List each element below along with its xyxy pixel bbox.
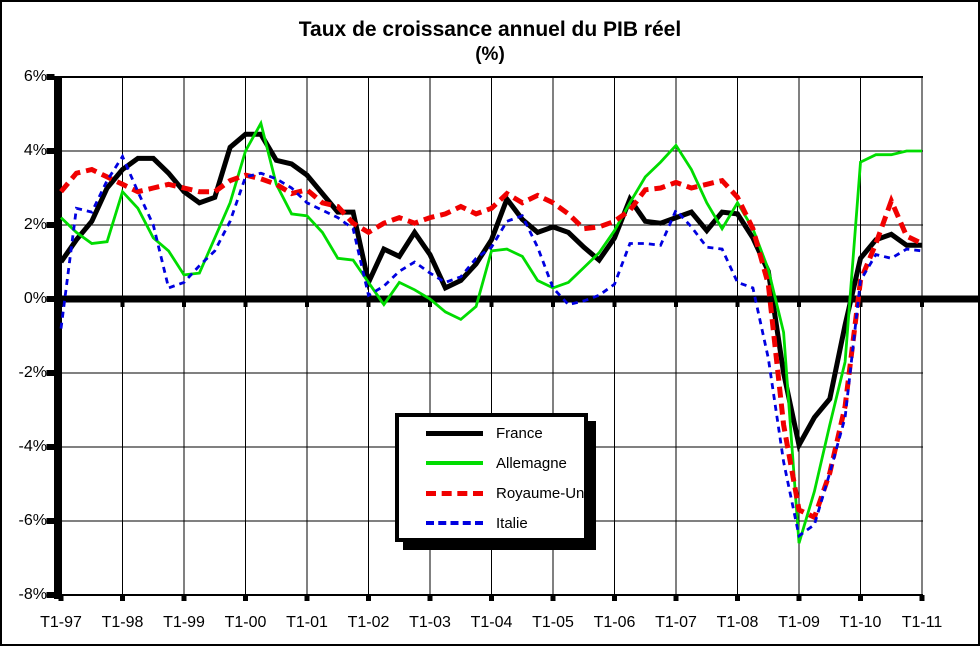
legend-item-allemagne: Allemagne: [399, 448, 584, 478]
x-axis-tick: [735, 595, 740, 601]
x-axis-label: T1-06: [593, 614, 636, 631]
x-axis-tick: [612, 595, 617, 601]
x-axis-tick: [58, 595, 64, 601]
legend-label-france: France: [496, 424, 543, 442]
x-axis-label: T1-98: [101, 614, 144, 631]
legend-label-royaume-uni: Royaume-Uni: [496, 484, 588, 502]
x-axis-label: T1-01: [286, 614, 328, 631]
zero-axis-tick: [489, 302, 494, 307]
legend-item-france: France: [399, 418, 584, 448]
series-line-france: [58, 131, 922, 453]
zero-axis-tick: [612, 302, 617, 307]
x-axis-label: T1-07: [655, 614, 697, 631]
x-axis-tick: [489, 595, 494, 601]
series-line-royaume-uni: [59, 166, 924, 521]
x-axis-tick: [304, 595, 310, 601]
zero-axis-tick: [428, 302, 432, 307]
x-axis-tick: [858, 595, 863, 601]
legend-item-italie: Italie: [399, 508, 584, 538]
y-axis-label: 4%: [23, 142, 47, 159]
series-line-italie: [59, 153, 923, 539]
zero-axis-tick: [182, 302, 186, 307]
x-axis-tick: [181, 595, 187, 601]
zero-axis-tick: [305, 302, 309, 307]
x-axis-tick: [243, 595, 248, 601]
x-axis-label: T1-97: [40, 614, 82, 631]
legend-item-royaume-uni: Royaume-Uni: [399, 478, 588, 508]
chart-unit-label: (%): [475, 44, 505, 65]
y-axis-label: -6%: [18, 512, 47, 529]
x-axis-label: T1-08: [716, 614, 759, 631]
x-axis-tick: [427, 595, 433, 601]
y-axis-label: -2%: [18, 364, 47, 381]
legend-label-italie: Italie: [496, 514, 528, 532]
chart-title: Taux de croissance annuel du PIB réel: [298, 18, 682, 41]
zero-axis-tick: [735, 302, 740, 307]
y-axis-label: -4%: [18, 438, 47, 455]
y-axis-label: -8%: [18, 586, 47, 603]
x-axis-label: T1-10: [839, 614, 882, 631]
y-axis-tick: [46, 592, 55, 598]
legend-line-france: [426, 430, 483, 436]
x-axis-tick: [673, 595, 679, 601]
x-axis-label: T1-11: [901, 614, 943, 631]
zero-axis-tick: [920, 302, 924, 307]
legend-line-allemagne: [426, 461, 483, 465]
zero-axis-tick: [120, 302, 125, 307]
x-axis-label: T1-04: [470, 614, 513, 631]
legend-line-italie: [426, 521, 483, 525]
y-axis-bar: [54, 77, 62, 599]
x-axis-label: T1-05: [532, 614, 574, 631]
y-axis-tick: [46, 370, 55, 376]
x-axis-tick: [550, 595, 556, 601]
zero-axis-tick: [551, 302, 555, 307]
legend-label-allemagne: Allemagne: [496, 454, 567, 472]
zero-axis-tick: [858, 302, 863, 307]
x-axis-label: T1-03: [409, 614, 451, 631]
x-axis-tick: [120, 595, 125, 601]
x-axis-label: T1-00: [224, 614, 267, 631]
y-axis-tick: [46, 444, 55, 450]
y-axis-tick: [46, 148, 55, 154]
x-axis-label: T1-99: [163, 614, 205, 631]
y-axis-label: 0%: [23, 290, 47, 307]
x-axis-tick: [796, 595, 802, 601]
x-axis-label: T1-09: [778, 614, 820, 631]
zero-axis-tick: [797, 302, 801, 307]
x-axis-tick: [919, 595, 925, 601]
y-axis-tick: [46, 518, 55, 524]
zero-axis-tick: [243, 302, 248, 307]
x-axis-label: T1-02: [347, 614, 390, 631]
zero-axis-tick: [674, 302, 678, 307]
y-axis-tick: [46, 296, 55, 302]
y-axis-label: 2%: [23, 216, 47, 233]
y-axis-tick: [46, 74, 55, 80]
zero-axis-tick: [59, 302, 63, 307]
y-axis-tick: [46, 222, 55, 228]
y-axis-label: 6%: [23, 68, 47, 85]
chart-legend: France Allemagne Royaume-Uni Italie: [395, 413, 588, 542]
legend-line-royaume-uni: [426, 490, 483, 496]
zero-axis-tick: [366, 302, 371, 307]
x-axis-tick: [366, 595, 371, 601]
